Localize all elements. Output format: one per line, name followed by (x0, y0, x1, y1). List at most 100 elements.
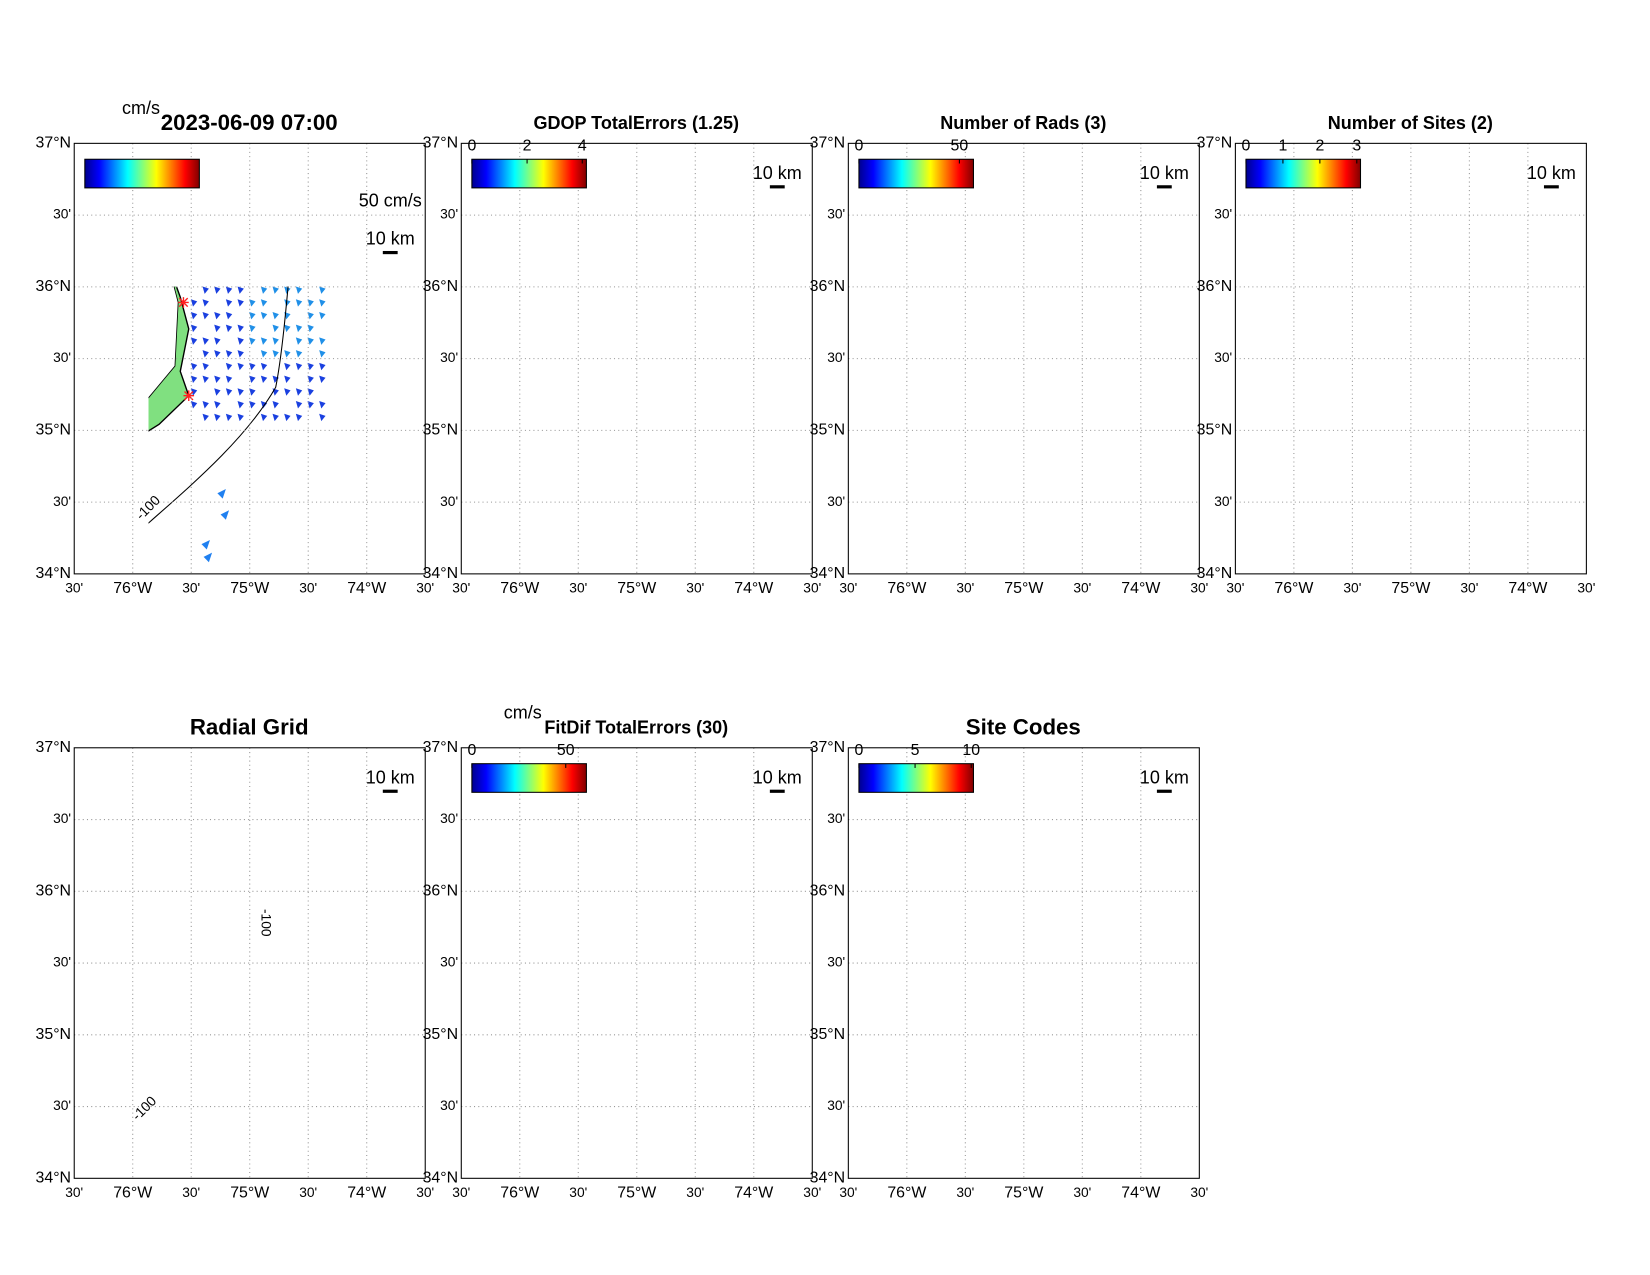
radial-grid-point (199, 1061, 202, 1064)
radial-grid-point (222, 796, 225, 799)
radial-grid-point (204, 924, 207, 927)
radial-grid-point (289, 942, 292, 945)
radial-grid-point (207, 762, 210, 765)
radial-grid-point (250, 987, 253, 990)
radial-grid-point (239, 1012, 242, 1015)
radial-grid-point (319, 785, 322, 788)
radial-grid-point (350, 806, 353, 809)
radial-grid-point (242, 1075, 245, 1078)
radial-grid-point (229, 1096, 232, 1099)
radial-grid-point (314, 753, 317, 756)
scale-bar-label: 10 km (753, 767, 802, 787)
radial-grid-point (292, 835, 295, 838)
radial-grid-point (357, 1126, 360, 1129)
radial-grid-point (176, 1093, 179, 1096)
vector-arrow (284, 261, 290, 268)
radial-grid-point (347, 1021, 350, 1024)
radial-grid-point (185, 1101, 188, 1104)
radial-grid-point (253, 885, 256, 888)
radial-grid-point (282, 991, 285, 994)
vector-arrow (284, 413, 291, 422)
radial-grid-point (136, 1066, 139, 1069)
colorbar-tick-label: 5 (911, 742, 920, 759)
radial-grid-point (345, 754, 348, 757)
radial-grid-point (384, 1078, 387, 1081)
radial-grid-point (199, 1136, 202, 1139)
radial-grid-point (328, 1047, 331, 1050)
radial-grid-point (260, 939, 263, 942)
radial-grid-point (305, 1089, 308, 1092)
radial-grid-point (335, 895, 338, 898)
radial-grid-point (251, 1007, 254, 1010)
radial-grid-point (341, 903, 344, 906)
radial-grid-point (309, 829, 312, 832)
radial-grid-point (306, 1135, 309, 1138)
radial-grid-point (223, 976, 226, 979)
radial-grid-point (325, 834, 328, 837)
radial-grid-point (235, 942, 238, 945)
isobath (95, 748, 302, 1179)
radial-grid-point (209, 1000, 212, 1003)
radial-grid-point (150, 821, 153, 824)
radial-grid-point (197, 1098, 200, 1101)
radial-grid-point (292, 863, 295, 866)
radial-grid-point (164, 757, 167, 760)
radial-grid-point (247, 1043, 250, 1046)
radial-grid-point (233, 867, 236, 870)
radial-grid-point (266, 861, 269, 864)
radial-grid-point (411, 950, 414, 953)
radial-grid-point (231, 885, 234, 888)
radial-grid-point (215, 981, 218, 984)
sound (848, 244, 952, 427)
vector-arrow (319, 401, 326, 409)
radial-grid-point (313, 901, 316, 904)
radial-grid-point (241, 765, 244, 768)
radial-grid-point (202, 913, 205, 916)
radial-grid-point (241, 844, 244, 847)
radial-grid-point (286, 851, 289, 854)
radial-grid-point (217, 1174, 220, 1177)
radial-grid-point (235, 856, 238, 859)
vector-arrow (214, 413, 221, 422)
radial-grid-point (296, 961, 299, 964)
radial-grid-point (314, 988, 317, 991)
radial-grid-point (274, 1086, 277, 1089)
radial-grid-point (262, 1151, 265, 1154)
radial-grid-point (221, 810, 224, 813)
radial-grid-point (259, 1091, 262, 1094)
data-field (933, 939, 1199, 1179)
radial-grid-point (207, 1130, 210, 1133)
radial-grid-point (154, 1163, 157, 1166)
radial-grid-point (330, 929, 333, 932)
radial-grid-point (368, 1061, 371, 1064)
radial-grid-point (236, 916, 239, 919)
radial-grid-point (181, 759, 184, 762)
radial-grid-point (403, 945, 406, 948)
radial-grid-point (128, 1098, 131, 1101)
radial-grid-point (207, 925, 210, 928)
radial-grid-point (266, 1112, 269, 1115)
radial-grid-point (219, 1046, 222, 1049)
radial-grid-point (295, 1077, 298, 1080)
radial-grid-point (254, 1011, 257, 1014)
radial-grid-point (244, 862, 247, 865)
radial-grid-point (152, 1151, 155, 1154)
radial-grid-point (261, 975, 264, 978)
radial-grid-point (275, 957, 278, 960)
radial-grid-point (159, 1129, 162, 1132)
radial-grid-point (264, 882, 267, 885)
radial-grid-point (180, 956, 183, 959)
radial-grid-point (280, 1025, 283, 1028)
radial-grid-point (295, 953, 298, 956)
radial-grid-point (250, 959, 253, 962)
radial-grid-point (228, 1163, 231, 1166)
radial-grid-point (180, 1025, 183, 1028)
radial-grid-point (272, 1096, 275, 1099)
radial-grid-point (262, 975, 265, 978)
radial-grid-point (260, 985, 263, 988)
radial-grid-point (217, 1011, 220, 1014)
radial-grid-point (238, 755, 241, 758)
radial-grid-point (146, 1079, 149, 1082)
radial-grid-point (177, 1020, 180, 1023)
radial-grid-point (131, 1127, 134, 1130)
